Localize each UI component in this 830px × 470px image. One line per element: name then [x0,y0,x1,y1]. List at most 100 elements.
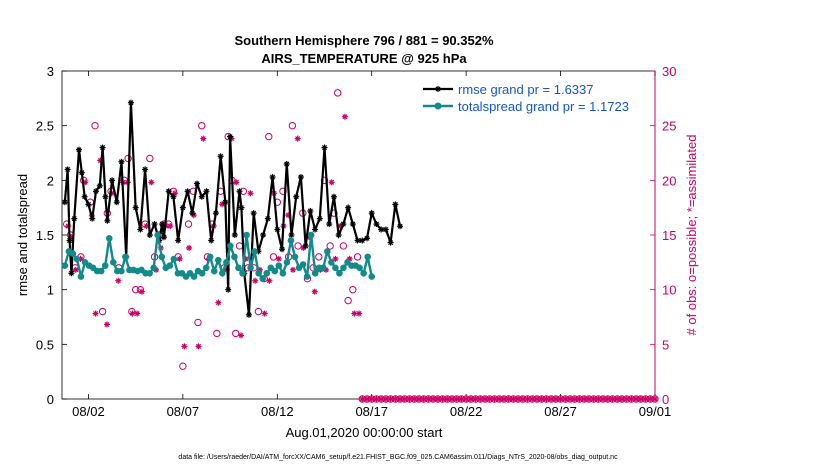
rmse-point [170,193,177,200]
rmse-point [198,193,205,200]
rmse-point [373,221,380,228]
rmse-point-stroke-3 [82,194,88,200]
rmse-point [184,188,191,195]
rmse-point-stroke-3 [194,181,200,187]
possible-obs-point [235,242,244,250]
spread-point [118,267,125,275]
rmse-point [326,221,333,228]
rmse-point [264,215,271,222]
rmse-point [189,210,196,217]
assimilated-obs-point-stroke-3 [104,321,110,327]
y-tick-label-right: 0 [662,392,669,407]
assimilated-obs-point-stroke-3 [215,300,221,306]
rmse-point-stroke-3 [284,161,290,167]
legend-rmse-label: rmse grand pr = 1.6337 [458,82,594,97]
spread-point [227,242,234,250]
rmse-point [194,180,201,187]
rmse-point-stroke-3 [97,183,103,189]
rmse-point-stroke-3 [100,145,106,151]
rmse-point [245,311,252,318]
rmse-point [64,166,71,173]
rmse-point-stroke-3 [128,100,134,106]
rmse-point-stroke-3 [142,166,148,172]
possible-obs-zero-point [651,395,659,403]
rmse-point-stroke-3 [298,174,304,180]
assimilated-obs-point [311,288,318,295]
rmse-point [250,210,257,217]
assimilated-obs-point [134,310,141,317]
spread-point [247,264,254,272]
possible-obs-point [198,121,206,130]
assimilated-obs-zero-point [652,396,658,402]
rmse-point [85,201,92,208]
rmse-point-stroke-3 [265,216,271,222]
rmse-series [61,99,404,318]
rmse-point-stroke-3 [114,199,120,205]
rmse-point-stroke-3 [71,216,77,222]
rmse-point-stroke-3 [345,205,351,211]
rmse-point-stroke-3 [225,287,231,293]
assimilated-obs-point-stroke-3 [233,179,239,185]
rmse-point-stroke-3 [270,174,276,180]
rmse-point-stroke-3 [147,232,153,238]
spread-point [73,255,81,263]
rmse-point [293,193,300,200]
spread-point [251,248,258,255]
possible-obs-point [339,242,348,250]
rmse-point-stroke-3 [76,147,82,153]
spread-point [146,269,153,277]
x-tick-label: 08/12 [261,404,294,419]
legend: rmse grand pr = 1.6337 totalspread grand … [423,82,629,114]
rmse-point [238,204,245,211]
rmse-point [102,193,109,200]
spread-point [105,234,113,242]
possible-obs-point [179,362,187,370]
spread-point [77,273,85,280]
assimilated-obs-point [332,255,339,262]
rmse-point [397,223,404,230]
rmse-point [260,232,267,238]
rmse-point-stroke-3 [159,221,165,227]
y-tick-label-left: 0.5 [36,337,54,352]
assimilated-obs-point-stroke-3 [252,278,258,284]
spread-point [319,264,327,272]
assimilated-obs-point [195,343,202,350]
possible-obs-point [232,329,240,338]
assimilated-obs-point [103,321,110,328]
rmse-point-stroke-3 [62,199,68,205]
spread-point [364,253,371,261]
spread-point [360,269,367,277]
assimilated-obs-point [266,277,273,284]
rmse-point [99,144,106,151]
x-tick-label: 08/07 [167,404,200,419]
rmse-point-stroke-3 [288,232,294,238]
spread-point [243,231,250,239]
assimilated-obs-point [238,332,245,339]
rmse-point [302,242,309,249]
rmse-point [231,232,238,238]
data-file-footnote: data file: /Users/raeder/DAI/ATM_forcXX/… [178,454,618,461]
possible-obs-point [265,132,273,141]
assimilated-obs-point [215,299,222,306]
rmse-point [71,215,78,222]
rmse-point-stroke-3 [227,134,233,140]
assimilated-obs-point [186,244,193,251]
x-axis-label: Aug.01,2020 00:00:00 start [286,425,443,440]
rmse-point [66,237,73,244]
assimilated-obs-point [138,288,145,295]
rmse-point-stroke-3 [369,210,375,216]
assimilated-obs-point [294,135,301,142]
spread-point [336,269,343,277]
assimilated-obs-point [356,310,363,317]
rmse-point-stroke-3 [336,232,342,238]
possible-obs-point [254,307,263,316]
chart-subtitle: AIRS_TEMPERATURE @ 925 hPa [261,51,467,66]
spread-point [279,269,287,277]
spread-point [324,248,331,255]
rmse-point [363,235,370,242]
assimilated-obs-point [167,223,174,230]
right-y-axis-ticks: 0 5 10 15 20 25 30 [650,64,676,407]
rmse-point [225,286,232,293]
x-tick-label: 08/17 [355,404,388,419]
